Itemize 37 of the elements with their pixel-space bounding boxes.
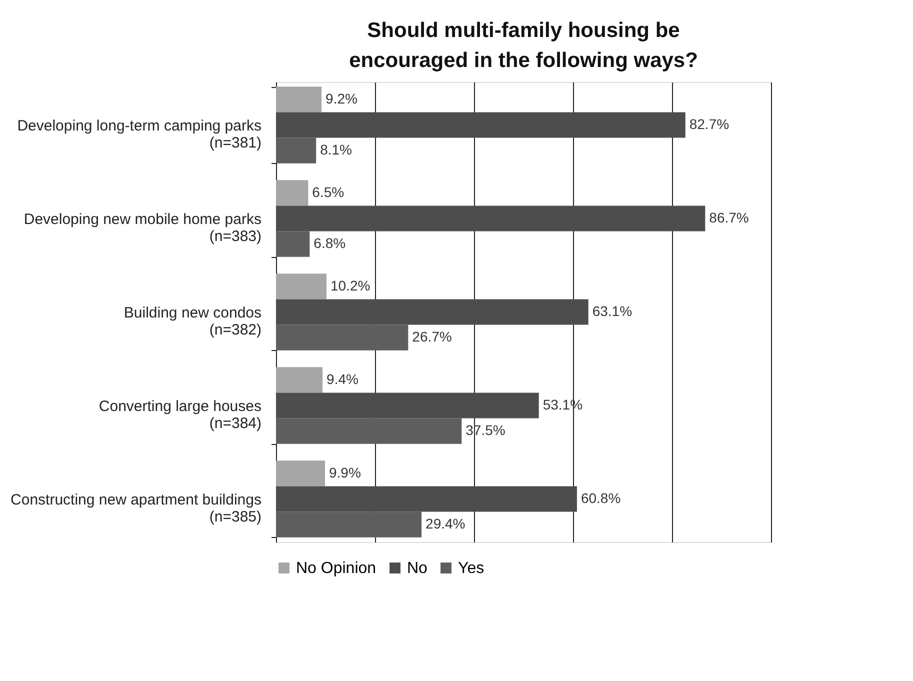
data-label: 9.2%	[326, 90, 358, 106]
bar	[276, 367, 323, 393]
data-label: 82.7%	[689, 116, 730, 132]
bar	[276, 486, 577, 512]
legend-label: No	[407, 560, 428, 577]
data-label: 9.4%	[326, 370, 358, 387]
bar	[276, 418, 462, 444]
data-label: 60.8%	[580, 490, 621, 506]
data-label: 63.1%	[592, 303, 632, 319]
bar	[276, 206, 706, 232]
bar	[276, 392, 539, 418]
legend-label: Yes	[458, 560, 484, 577]
bar	[276, 112, 686, 138]
bar	[276, 274, 326, 300]
y-tick-label: Developing long-term camping parks (n=381)	[17, 118, 262, 152]
data-label: 9.9%	[329, 464, 361, 480]
chart-title: Should multi-family housing be encouraged in the following ways?	[349, 19, 698, 72]
y-tick-label: Converting large houses (n=384)	[98, 398, 262, 432]
bar	[276, 180, 308, 206]
data-label: 29.4%	[426, 516, 466, 532]
bar	[276, 231, 310, 257]
data-label: 10.2%	[330, 277, 370, 294]
data-label: 8.1%	[320, 142, 352, 158]
data-label: 86.7%	[709, 210, 749, 226]
bar	[276, 460, 326, 486]
bar	[276, 138, 316, 164]
y-tick-label: Developing new mobile home parks (n=383)	[24, 211, 262, 246]
y-tick-label: Constructing new apartment buildings (n=385)	[10, 491, 262, 526]
data-label: 6.8%	[314, 235, 346, 252]
bar	[276, 324, 408, 350]
data-label: 6.5%	[312, 184, 344, 200]
legend-label: No Opinion	[296, 560, 376, 577]
bar	[276, 86, 322, 112]
data-label: 26.7%	[412, 328, 452, 345]
bar	[276, 512, 422, 538]
bar	[276, 299, 588, 325]
y-tick-label: Building new condos (n=382)	[124, 304, 262, 338]
